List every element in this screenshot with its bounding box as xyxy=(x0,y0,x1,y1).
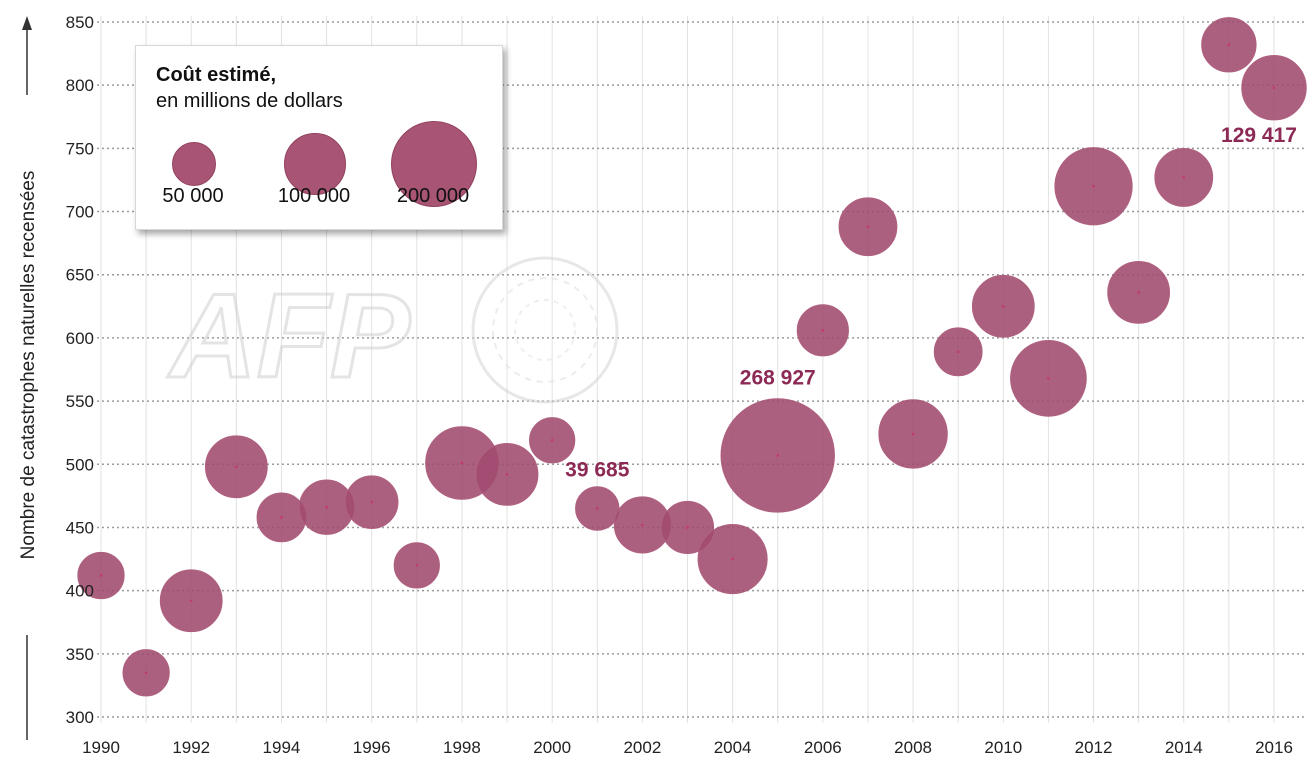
afp-globe xyxy=(471,256,619,404)
bubble-center-dot xyxy=(595,507,599,510)
afp-watermark: AFP xyxy=(166,256,619,405)
bubble-center-dot xyxy=(911,432,915,436)
bubble-center-dot xyxy=(370,500,373,504)
x-tick-label: 1990 xyxy=(82,738,120,757)
bubble-center-dot xyxy=(866,225,870,229)
legend-title: Coût estimé, xyxy=(156,64,277,86)
afp-watermark-text: AFP xyxy=(167,269,411,403)
bubble-center-dot xyxy=(821,329,825,332)
bubble-center-dot xyxy=(1182,176,1186,179)
bubble-center-dot xyxy=(505,473,509,476)
y-tick-label: 600 xyxy=(66,329,94,348)
x-tick-label: 2000 xyxy=(533,738,571,757)
y-axis-label: Nombre de catastrophes naturelles recens… xyxy=(18,171,39,560)
data-label: 39 685 xyxy=(565,459,630,482)
x-tick-label: 2002 xyxy=(623,738,661,757)
legend-label: 100 000 xyxy=(277,185,351,207)
y-tick-label: 650 xyxy=(66,266,94,285)
bubble-center-dot xyxy=(1227,43,1231,47)
bubble-center-dot xyxy=(144,671,148,675)
bubble-center-dot xyxy=(460,461,464,465)
legend-bubble xyxy=(284,133,346,195)
y-axis-arrow-head xyxy=(22,16,32,30)
x-tick-label: 2006 xyxy=(804,738,842,757)
bubble-center-dot xyxy=(1272,86,1276,90)
x-tick-label: 1992 xyxy=(172,738,210,757)
bubble-center-dot xyxy=(641,523,644,527)
bubble-center-dot xyxy=(550,438,554,442)
bubble-center-dot xyxy=(235,465,238,469)
x-tick-label: 2010 xyxy=(984,738,1022,757)
bubble-center-dot xyxy=(1092,184,1095,188)
x-tick-label: 1994 xyxy=(263,738,301,757)
bubble-center-dot xyxy=(686,526,689,529)
bubble-center-dot xyxy=(776,454,780,457)
bubble-center-dot xyxy=(189,599,193,603)
bubble-center-dot xyxy=(99,574,103,577)
data-label: 268 927 xyxy=(740,367,816,390)
x-tick-label: 2016 xyxy=(1255,738,1293,757)
y-tick-label: 300 xyxy=(66,708,94,727)
y-tick-label: 850 xyxy=(66,13,94,32)
y-tick-label: 400 xyxy=(66,582,94,601)
y-tick-label: 550 xyxy=(66,392,94,411)
legend-label: 200 000 xyxy=(396,185,470,207)
bubble-center-dot xyxy=(415,564,419,567)
y-tick-label: 450 xyxy=(66,518,94,537)
x-tick-label: 1998 xyxy=(443,738,481,757)
x-tick-label: 2004 xyxy=(714,738,752,757)
legend-bubble xyxy=(390,120,478,208)
y-axis-ticks: 300 350 400 450 500 550 600 650 700 750 800 850 xyxy=(66,13,94,727)
bubble-center-dot xyxy=(280,516,283,519)
x-tick-label: 1996 xyxy=(353,738,391,757)
y-tick-label: 350 xyxy=(66,645,94,664)
y-tick-label: 700 xyxy=(66,203,94,222)
bubble-center-dot xyxy=(325,505,328,509)
y-tick-label: 750 xyxy=(66,139,94,158)
y-axis-title: Nombre de catastrophes naturelles recens… xyxy=(14,16,40,740)
x-tick-label: 2008 xyxy=(894,738,932,757)
legend: Coût estimé, en millions de dollars 50 0… xyxy=(135,45,503,230)
bubble-center-dot xyxy=(1047,377,1050,380)
x-tick-label: 2014 xyxy=(1165,738,1203,757)
bubble-center-dot xyxy=(956,350,960,354)
y-tick-label: 500 xyxy=(66,455,94,474)
data-labels: 268 927 39 685 129 417 xyxy=(565,124,1297,482)
x-axis-ticks: 1990 1992 1994 1996 1998 2000 2002 2004 2006 2008… xyxy=(82,738,1293,757)
bubble-center-dot xyxy=(1002,305,1005,308)
bubble-center-dot xyxy=(1137,291,1140,294)
legend-label: 50 000 xyxy=(162,185,224,207)
data-label: 129 417 xyxy=(1221,124,1297,147)
x-tick-label: 2012 xyxy=(1075,738,1113,757)
y-tick-label: 800 xyxy=(66,76,94,95)
legend-subtitle: en millions de dollars xyxy=(156,90,343,112)
bubble-center-dot xyxy=(731,557,734,561)
legend-bubble xyxy=(171,141,217,187)
bubble-series xyxy=(77,17,1307,697)
